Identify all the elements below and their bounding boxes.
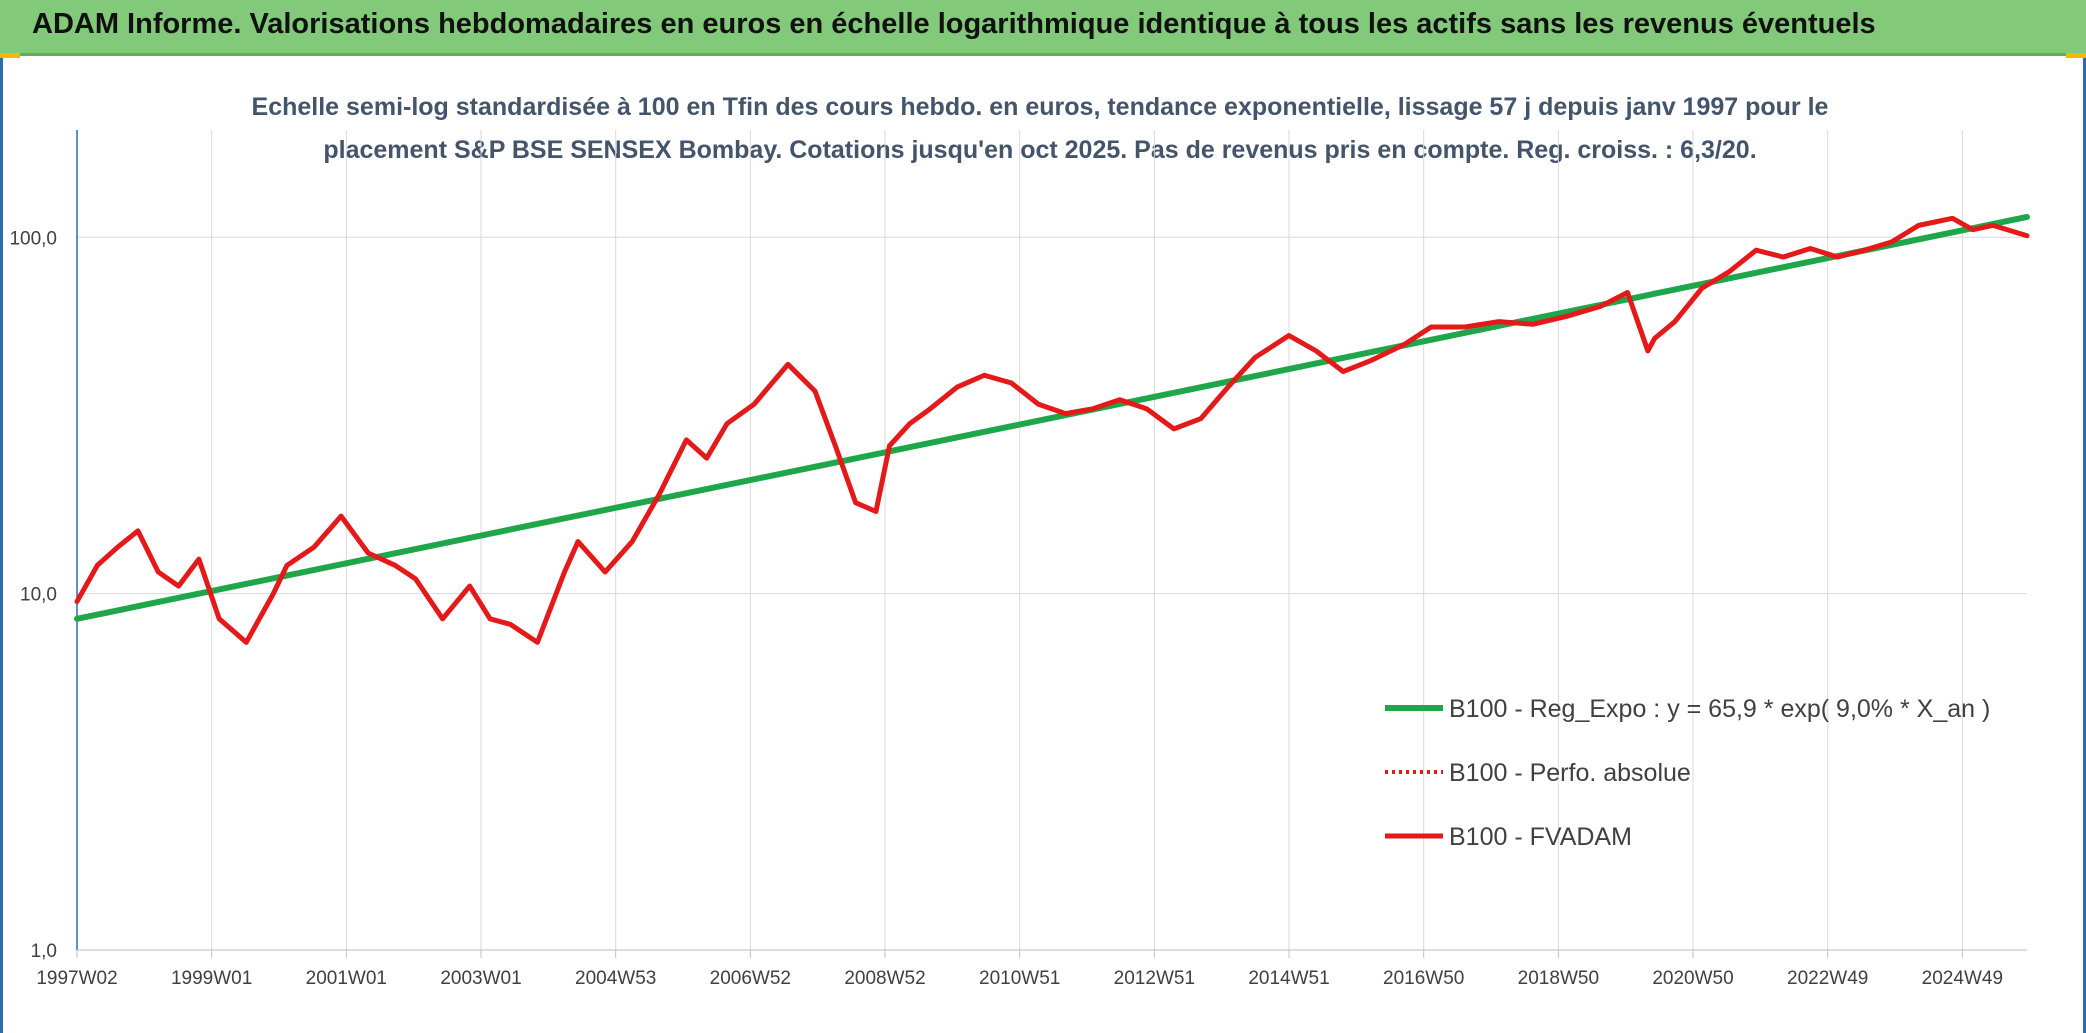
x-tick-label: 2003W01 [440,968,521,989]
legend-label: B100 - Perfo. absolue [1449,759,1691,787]
legend: B100 - Reg_Expo : y = 65,9 * exp( 9,0% *… [1385,695,1990,851]
x-tick-label: 2016W50 [1383,968,1464,989]
x-tick-label: 1999W01 [171,968,252,989]
legend-label: B100 - Reg_Expo : y = 65,9 * exp( 9,0% *… [1449,695,1990,723]
x-tick-label: 2008W52 [844,968,925,989]
x-tick-label: 2006W52 [710,968,791,989]
title-bar: ADAM Informe. Valorisations hebdomadaire… [0,0,2086,56]
y-tick-label: 100,0 [9,228,57,249]
x-tick-label: 2004W53 [575,968,656,989]
series-line-reg-expo [74,213,2030,622]
x-tick-label: 2024W49 [1922,968,2003,989]
y-tick-labels: 1,0 10,0 100,0 [9,228,57,962]
series-lines [74,213,2030,645]
axes [76,130,2027,958]
x-tick-label: 2001W01 [306,968,387,989]
legend-label: B100 - FVADAM [1449,823,1632,851]
x-tick-labels: 1997W02 1999W01 2001W01 2003W01 2004W53 2006W… [36,968,2003,989]
x-tick-label: 2020W50 [1652,968,1733,989]
chart-frame [0,58,2086,1033]
grid-lines [76,130,2027,951]
x-tick-label: 2022W49 [1787,968,1868,989]
y-tick-label: 10,0 [20,585,57,606]
x-tick-label: 2012W51 [1114,968,1195,989]
y-tick-label: 1,0 [31,941,57,962]
x-tick-label: 2014W51 [1248,968,1329,989]
x-tick-label: 2018W50 [1518,968,1599,989]
chart-subtitle-line-1: Echelle semi-log standardisée à 100 en T… [252,93,1829,121]
report-title: ADAM Informe. Valorisations hebdomadaire… [32,8,1876,40]
series-line-fvadam [74,215,2030,645]
x-tick-label: 2010W51 [979,968,1060,989]
chart-subtitle-line-2: placement S&P BSE SENSEX Bombay. Cotatio… [323,136,1756,164]
x-tick-label: 1997W02 [36,968,117,989]
